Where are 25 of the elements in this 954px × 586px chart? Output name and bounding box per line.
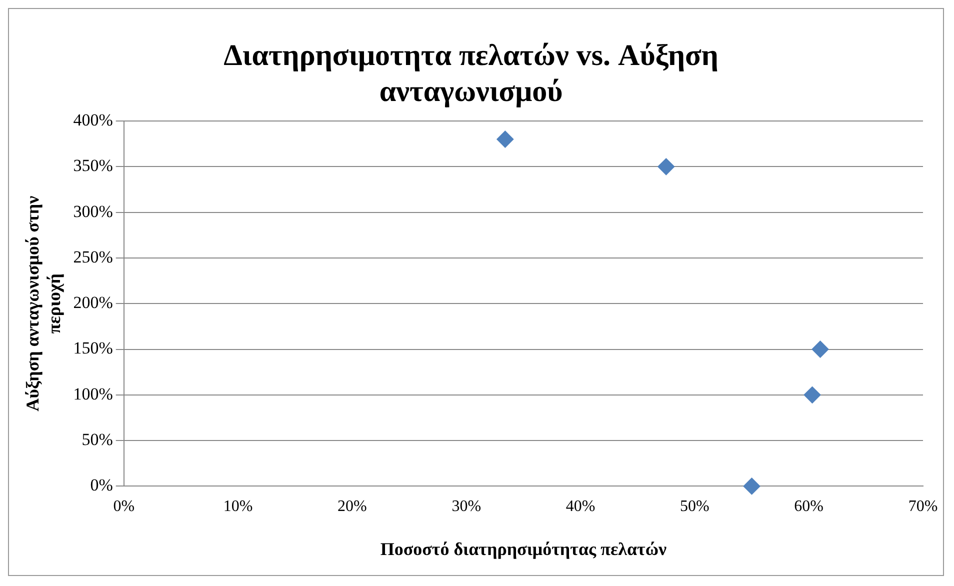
x-tick-label: 60% <box>794 498 824 516</box>
chart-title: Διατηρησιμοτητα πελατών vs. Αύξηση ανταγωνισμού <box>224 38 718 108</box>
x-tick-label: 50% <box>680 498 710 516</box>
y-tick-label: 150% <box>73 338 113 358</box>
x-tick-label: 20% <box>338 498 367 516</box>
y-tick-label: 50% <box>82 430 113 450</box>
point <box>658 158 675 176</box>
y-tick-label: 0% <box>90 476 113 495</box>
x-tick-label: 30% <box>452 498 482 516</box>
x-tick-label: 0% <box>113 498 135 516</box>
point <box>496 130 514 148</box>
x-axis-title: Ποσοστό διατηρησιμότητας πελατών <box>380 538 667 559</box>
y-tick-label: 250% <box>73 247 113 266</box>
point <box>812 340 829 358</box>
x-tick-label: 10% <box>223 498 253 516</box>
y-tick-label: 100% <box>73 384 113 404</box>
y-axis-title: Αύξηση ανταγωνισμού στην περιοχή <box>22 196 64 412</box>
point <box>743 478 760 495</box>
x-tick-label: 70% <box>908 498 938 516</box>
y-tick-label: 350% <box>73 156 113 176</box>
y-tick-label: 400% <box>73 110 113 130</box>
x-tick-label: 40% <box>566 498 596 516</box>
point <box>804 386 821 404</box>
y-tick-label: 200% <box>73 293 113 312</box>
y-tick-label: 300% <box>73 202 113 221</box>
